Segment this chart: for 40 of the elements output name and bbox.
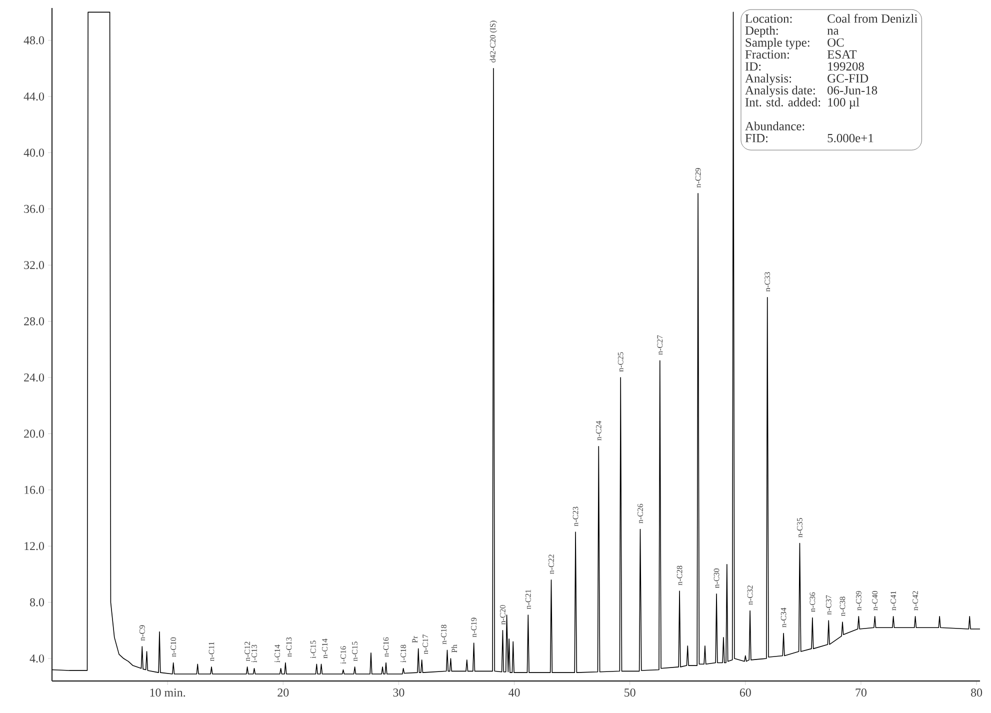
- y-tick-label: 36.0: [24, 204, 44, 213]
- y-tick-label: 24.0: [24, 373, 44, 382]
- x-tick-label: 40: [508, 688, 520, 697]
- annotation: ID:: [745, 62, 761, 71]
- annotation: Sample type:: [746, 38, 810, 50]
- x-tick-label: 60: [740, 688, 751, 697]
- y-tick-label: 44.0: [24, 92, 44, 101]
- x-tick-label: 10 min.: [150, 688, 186, 697]
- annotation: Depth:: [745, 26, 778, 38]
- annotation: Analysis:: [745, 74, 792, 86]
- y-tick-label: 48.0: [24, 36, 44, 44]
- annotation: FID:: [745, 134, 768, 142]
- x-tick-label: 70: [856, 688, 866, 697]
- y-tick-label: 8.0: [30, 598, 44, 606]
- annotation: Int. std. added:: [745, 98, 820, 106]
- annotation: Analysis date:: [745, 86, 815, 98]
- annotation: Coal from Denizli: [828, 14, 918, 23]
- y-tick-label: 16.0: [24, 486, 44, 494]
- annotation: OC: [828, 38, 844, 47]
- annotation: 199208: [828, 62, 864, 71]
- y-tick-label: 40.0: [24, 148, 44, 157]
- line-series: [52, 12, 980, 674]
- annotation: 5.000e+1: [828, 134, 874, 142]
- annotation: Fraction:: [745, 50, 789, 59]
- y-tick-label: 32.0: [24, 261, 44, 270]
- y-tick-label: 4.0: [30, 654, 44, 663]
- x-tick-label: 80: [971, 688, 982, 697]
- annotation: Abundance:: [745, 122, 804, 130]
- annotation: Location:: [745, 14, 792, 23]
- y-tick-label: 12.0: [24, 542, 44, 550]
- annotation: 100 µl: [828, 98, 860, 109]
- x-tick-label: 30: [393, 688, 404, 697]
- y-tick-label: 20.0: [24, 430, 44, 438]
- annotation: GC-FID: [828, 74, 868, 83]
- annotation: 06-Jun-18: [828, 86, 878, 94]
- x-tick-label: 20: [278, 688, 289, 697]
- annotation: na: [827, 28, 839, 35]
- annotation: ESAT: [827, 50, 857, 59]
- x-tick-label: 50: [624, 688, 636, 697]
- y-tick-label: 28.0: [24, 317, 44, 326]
